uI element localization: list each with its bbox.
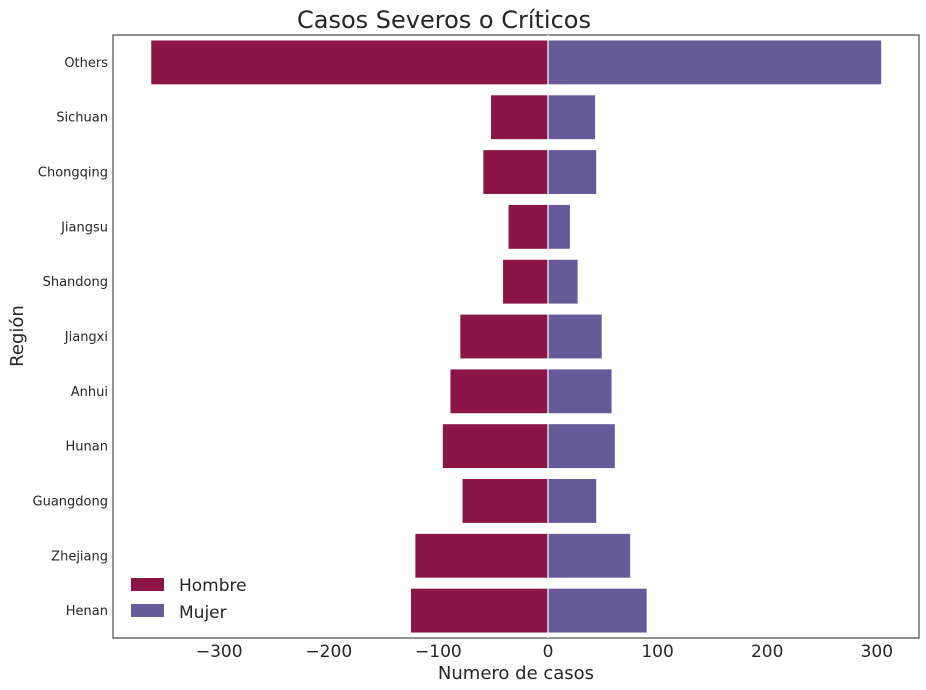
bar-mujer-anhui [548,369,612,414]
x-tick-label: 0 [543,642,554,662]
y-tick-label: Guangdong [33,494,108,509]
bar-mujer-jiangsu [548,204,570,249]
bar-hombre-henan [411,588,548,633]
bar-hombre-sichuan [491,95,548,140]
bar-hombre-hunan [442,424,548,469]
y-tick-label: Chongqing [38,166,108,181]
x-tick-label: 300 [861,642,893,662]
x-tick-label: 100 [641,642,673,662]
bar-mujer-zhejiang [548,533,631,578]
bar-hombre-anhui [450,369,548,414]
x-tick-label: −200 [305,642,352,662]
bar-hombre-jiangsu [508,204,548,249]
x-tick-label: −100 [415,642,462,662]
x-tick-label: 200 [751,642,783,662]
y-tick-labels: Others Sichuan Chongqing Jiangsu Shandong Jia… [33,56,109,619]
y-tick-label: Hunan [66,440,108,455]
y-tick-label: Others [64,56,108,71]
y-tick-label: Sichuan [56,111,108,126]
x-tick-labels: −300 −200 −100 0 100 200 300 [196,642,893,662]
x-tick-label: −300 [196,642,243,662]
bar-mujer-sichuan [548,95,596,140]
legend-swatch-hombre [131,578,164,591]
plot-frame [112,34,920,639]
bar-mujer-guangdong [548,479,597,523]
legend-swatch-mujer [131,604,164,617]
bar-mujer-jiangxi [548,314,602,359]
chart-title: Casos Severos o Críticos [297,6,591,34]
bar-mujer-chongqing [548,150,597,194]
x-axis-label: Numero de casos [438,663,594,684]
bar-hombre-jiangxi [460,314,548,359]
y-tick-label: Jiangsu [60,220,108,235]
legend-label-hombre: Hombre [179,576,247,596]
bars-layer [151,40,882,633]
y-tick-label: Henan [66,604,108,619]
legend-label-mujer: Mujer [179,603,227,623]
bar-hombre-shandong [503,259,548,304]
bar-hombre-others [151,40,549,85]
y-tick-label: Shandong [43,275,108,290]
legend: Hombre Mujer [131,576,247,623]
bar-mujer-others [548,40,882,85]
y-tick-label: Anhui [71,385,108,400]
bar-mujer-hunan [548,424,615,469]
bar-mujer-shandong [548,259,578,304]
y-axis-label: Región [7,305,28,367]
bar-hombre-guangdong [462,479,548,523]
y-tick-label: Zhejiang [51,549,108,564]
bar-hombre-zhejiang [415,533,548,578]
bar-hombre-chongqing [483,150,548,194]
bar-mujer-henan [548,588,647,633]
y-tick-label: Jiangxi [64,330,108,345]
